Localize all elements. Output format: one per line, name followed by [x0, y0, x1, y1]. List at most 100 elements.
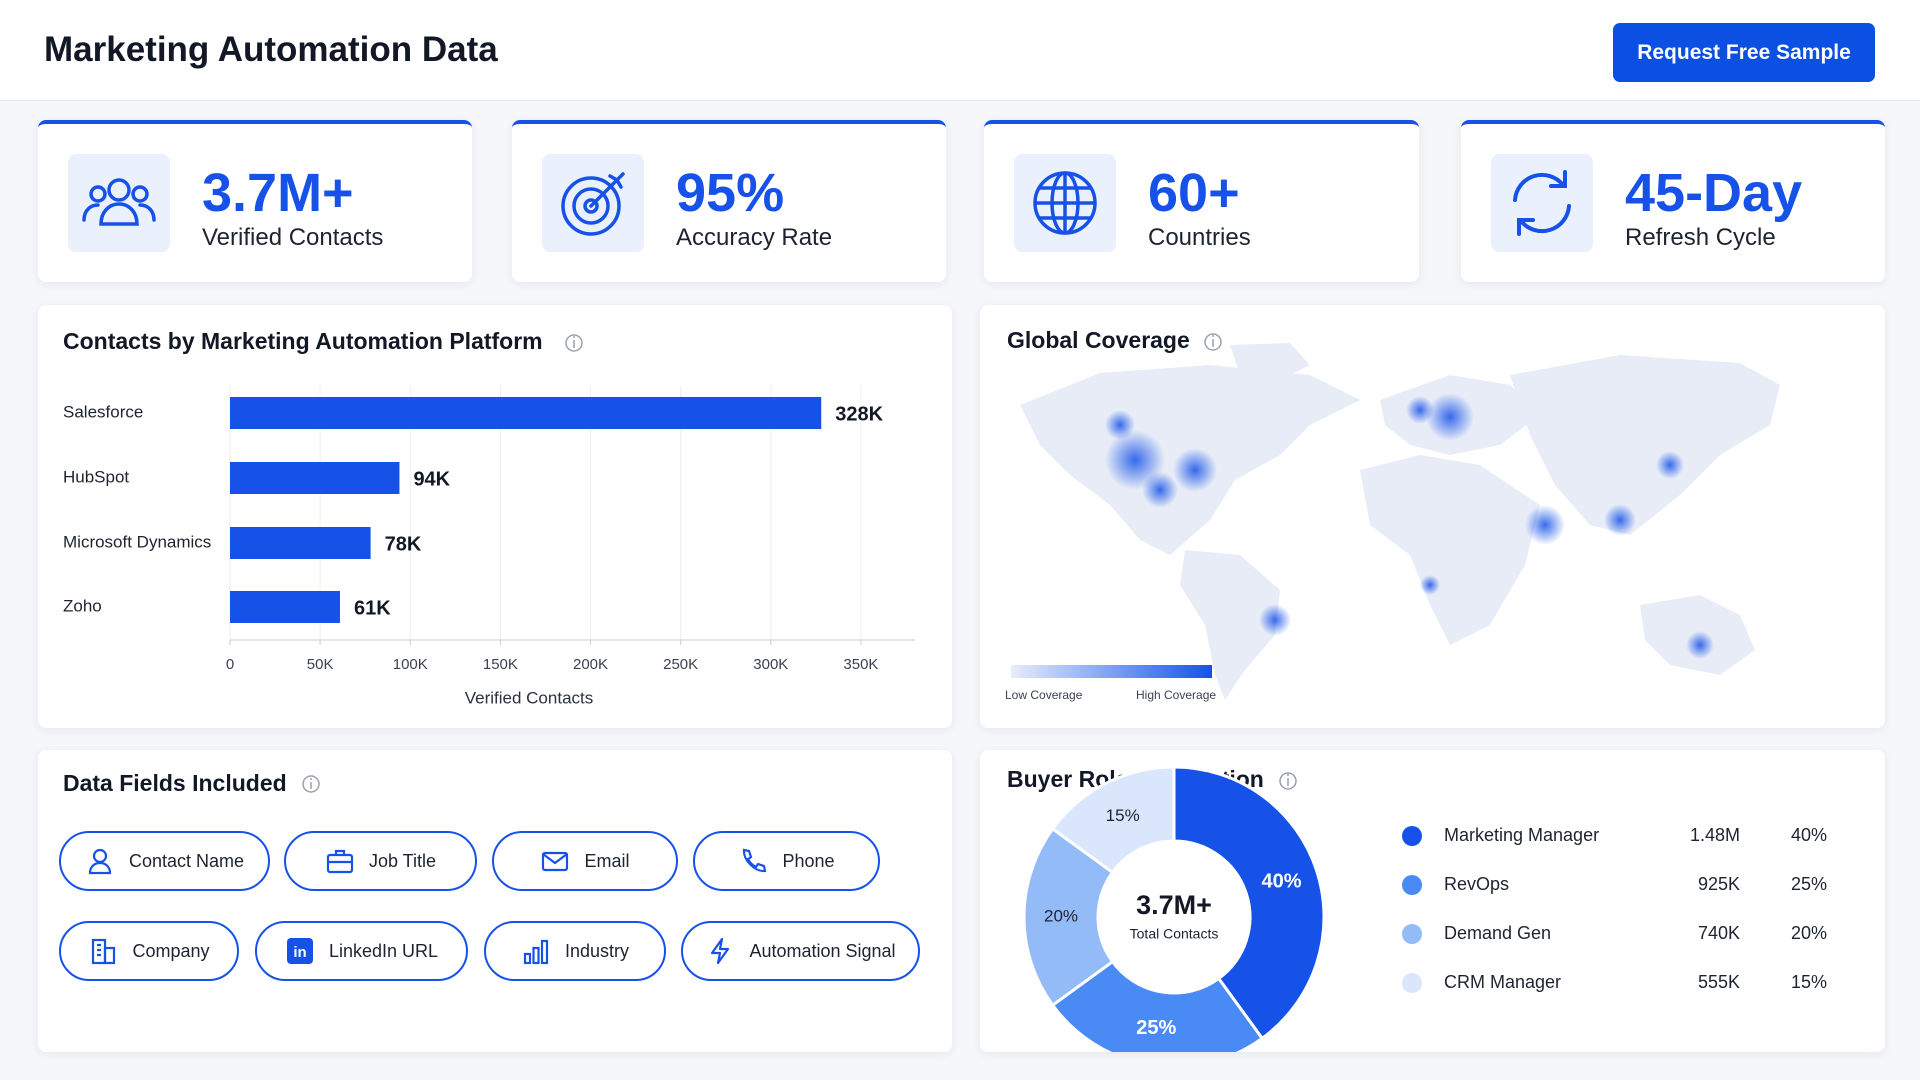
donut-chart: Buyer Role Distribution 40%25%20%15%3.7M…	[1007, 765, 1827, 1069]
stat-icon	[1491, 154, 1593, 252]
continents	[1020, 343, 1780, 700]
x-tick-label: 50K	[307, 656, 334, 673]
panel-title: Data Fields Included	[63, 770, 287, 796]
info-icon[interactable]	[301, 774, 321, 794]
field-pill[interactable]: Company	[59, 921, 239, 981]
legend-low: Low Coverage	[1005, 688, 1083, 702]
stat-icon	[1014, 154, 1116, 252]
x-tick-label: 350K	[843, 656, 878, 673]
stat-label: Countries	[1148, 224, 1251, 251]
field-pill[interactable]: Industry	[484, 921, 666, 981]
stat-value: 95%	[676, 163, 785, 223]
field-pill[interactable]: Automation Signal	[681, 921, 920, 981]
request-sample-button[interactable]: Request Free Sample	[1613, 23, 1875, 82]
legend-dot	[1402, 924, 1422, 944]
value-label: 78K	[385, 533, 422, 555]
value-label: 94K	[413, 468, 450, 490]
stat-card: 60+ Countries	[984, 120, 1419, 282]
x-tick-label: 300K	[753, 656, 788, 673]
x-axis-title: Verified Contacts	[465, 688, 594, 707]
info-icon[interactable]	[565, 334, 583, 352]
header: Marketing Automation Data	[0, 0, 1920, 101]
bar	[230, 591, 340, 623]
donut-slice	[1022, 826, 1115, 1008]
page-title: Marketing Automation Data	[44, 30, 498, 69]
legend-percent: 40%	[1791, 825, 1827, 845]
legend-dot	[1402, 973, 1422, 993]
legend-label: CRM Manager	[1444, 972, 1561, 992]
bar	[230, 462, 400, 494]
stat-label: Verified Contacts	[202, 224, 384, 251]
stat-label: Accuracy Rate	[676, 224, 833, 251]
stat-value: 60+	[1148, 163, 1240, 223]
field-label: Email	[584, 850, 630, 871]
legend-high: High Coverage	[1136, 688, 1216, 702]
slice-label: 15%	[1106, 806, 1140, 825]
field-pill[interactable]: Job Title	[284, 831, 477, 891]
bar	[230, 397, 822, 429]
svg-text:in: in	[293, 944, 306, 961]
field-label: LinkedIn URL	[328, 940, 439, 961]
value-label: 328K	[835, 403, 883, 425]
chart-title: Contacts by Marketing Automation Platfor…	[63, 328, 543, 354]
y-tick-label: Microsoft Dynamics	[63, 532, 211, 551]
slice-label: 40%	[1261, 870, 1301, 892]
field-label: Contact Name	[128, 850, 245, 871]
field-pill[interactable]: Contact Name	[59, 831, 270, 891]
coverage-legend-bar	[1011, 665, 1212, 678]
field-label: Phone	[782, 850, 835, 871]
stat-label: Refresh Cycle	[1625, 224, 1776, 251]
field-pill[interactable]: in LinkedIn URL	[255, 921, 468, 981]
stat-card: 95% Accuracy Rate	[512, 120, 946, 282]
stat-icon	[68, 154, 170, 252]
donut-panel: Buyer Role Distribution 40%25%20%15%3.7M…	[980, 750, 1885, 1069]
donut-slice	[1172, 765, 1326, 1041]
map-title: Global Coverage	[1007, 327, 1190, 353]
legend-percent: 15%	[1791, 972, 1827, 992]
legend-count: 925K	[1698, 874, 1740, 894]
legend-label: Demand Gen	[1444, 923, 1551, 943]
bar	[230, 527, 371, 559]
legend-label: RevOps	[1444, 874, 1509, 894]
coverage-map: Global Coverage Low Coverage High Covera…	[1005, 327, 1780, 702]
y-tick-label: Salesforce	[63, 402, 143, 421]
legend-label: Marketing Manager	[1444, 825, 1599, 845]
y-tick-label: Zoho	[63, 596, 102, 615]
slice-label: 20%	[1044, 906, 1078, 925]
stat-value: 3.7M+	[202, 163, 354, 223]
stat-value: 45-Day	[1625, 163, 1803, 223]
map-panel: Global Coverage Low Coverage High Covera…	[980, 305, 1885, 728]
x-tick-label: 250K	[663, 656, 698, 673]
legend-percent: 25%	[1791, 874, 1827, 894]
x-tick-label: 0	[226, 656, 234, 673]
bar-panel: Contacts by Marketing Automation Platfor…	[38, 305, 952, 728]
coverage-hotspots	[1105, 393, 1714, 659]
x-tick-label: 200K	[573, 656, 608, 673]
value-label: 61K	[354, 597, 391, 619]
legend-count: 1.48M	[1690, 825, 1740, 845]
stat-card: 3.7M+ Verified Contacts	[38, 120, 472, 282]
field-label: Industry	[564, 940, 630, 961]
center-label: Total Contacts	[1130, 926, 1219, 942]
field-pill[interactable]: Phone	[693, 831, 880, 891]
y-tick-label: HubSpot	[63, 467, 129, 486]
x-tick-label: 150K	[483, 656, 518, 673]
bar-chart: Contacts by Marketing Automation Platfor…	[63, 328, 915, 707]
legend-percent: 20%	[1791, 923, 1827, 943]
field-label: Automation Signal	[749, 940, 896, 961]
legend-dot	[1402, 826, 1422, 846]
info-icon[interactable]	[1279, 772, 1297, 790]
x-tick-label: 100K	[393, 656, 428, 673]
legend-count: 555K	[1698, 972, 1740, 992]
slice-label: 25%	[1136, 1017, 1176, 1039]
legend-count: 740K	[1698, 923, 1740, 943]
field-pill[interactable]: Email	[492, 831, 678, 891]
field-label: Company	[132, 940, 210, 961]
legend-dot	[1402, 875, 1422, 895]
field-label: Job Title	[368, 850, 437, 871]
donut-slice	[1050, 765, 1176, 875]
center-value: 3.7M+	[1136, 890, 1212, 920]
info-icon[interactable]	[1204, 333, 1222, 351]
fields-panel: Data Fields Included Contact Name Job Ti…	[38, 750, 952, 1052]
